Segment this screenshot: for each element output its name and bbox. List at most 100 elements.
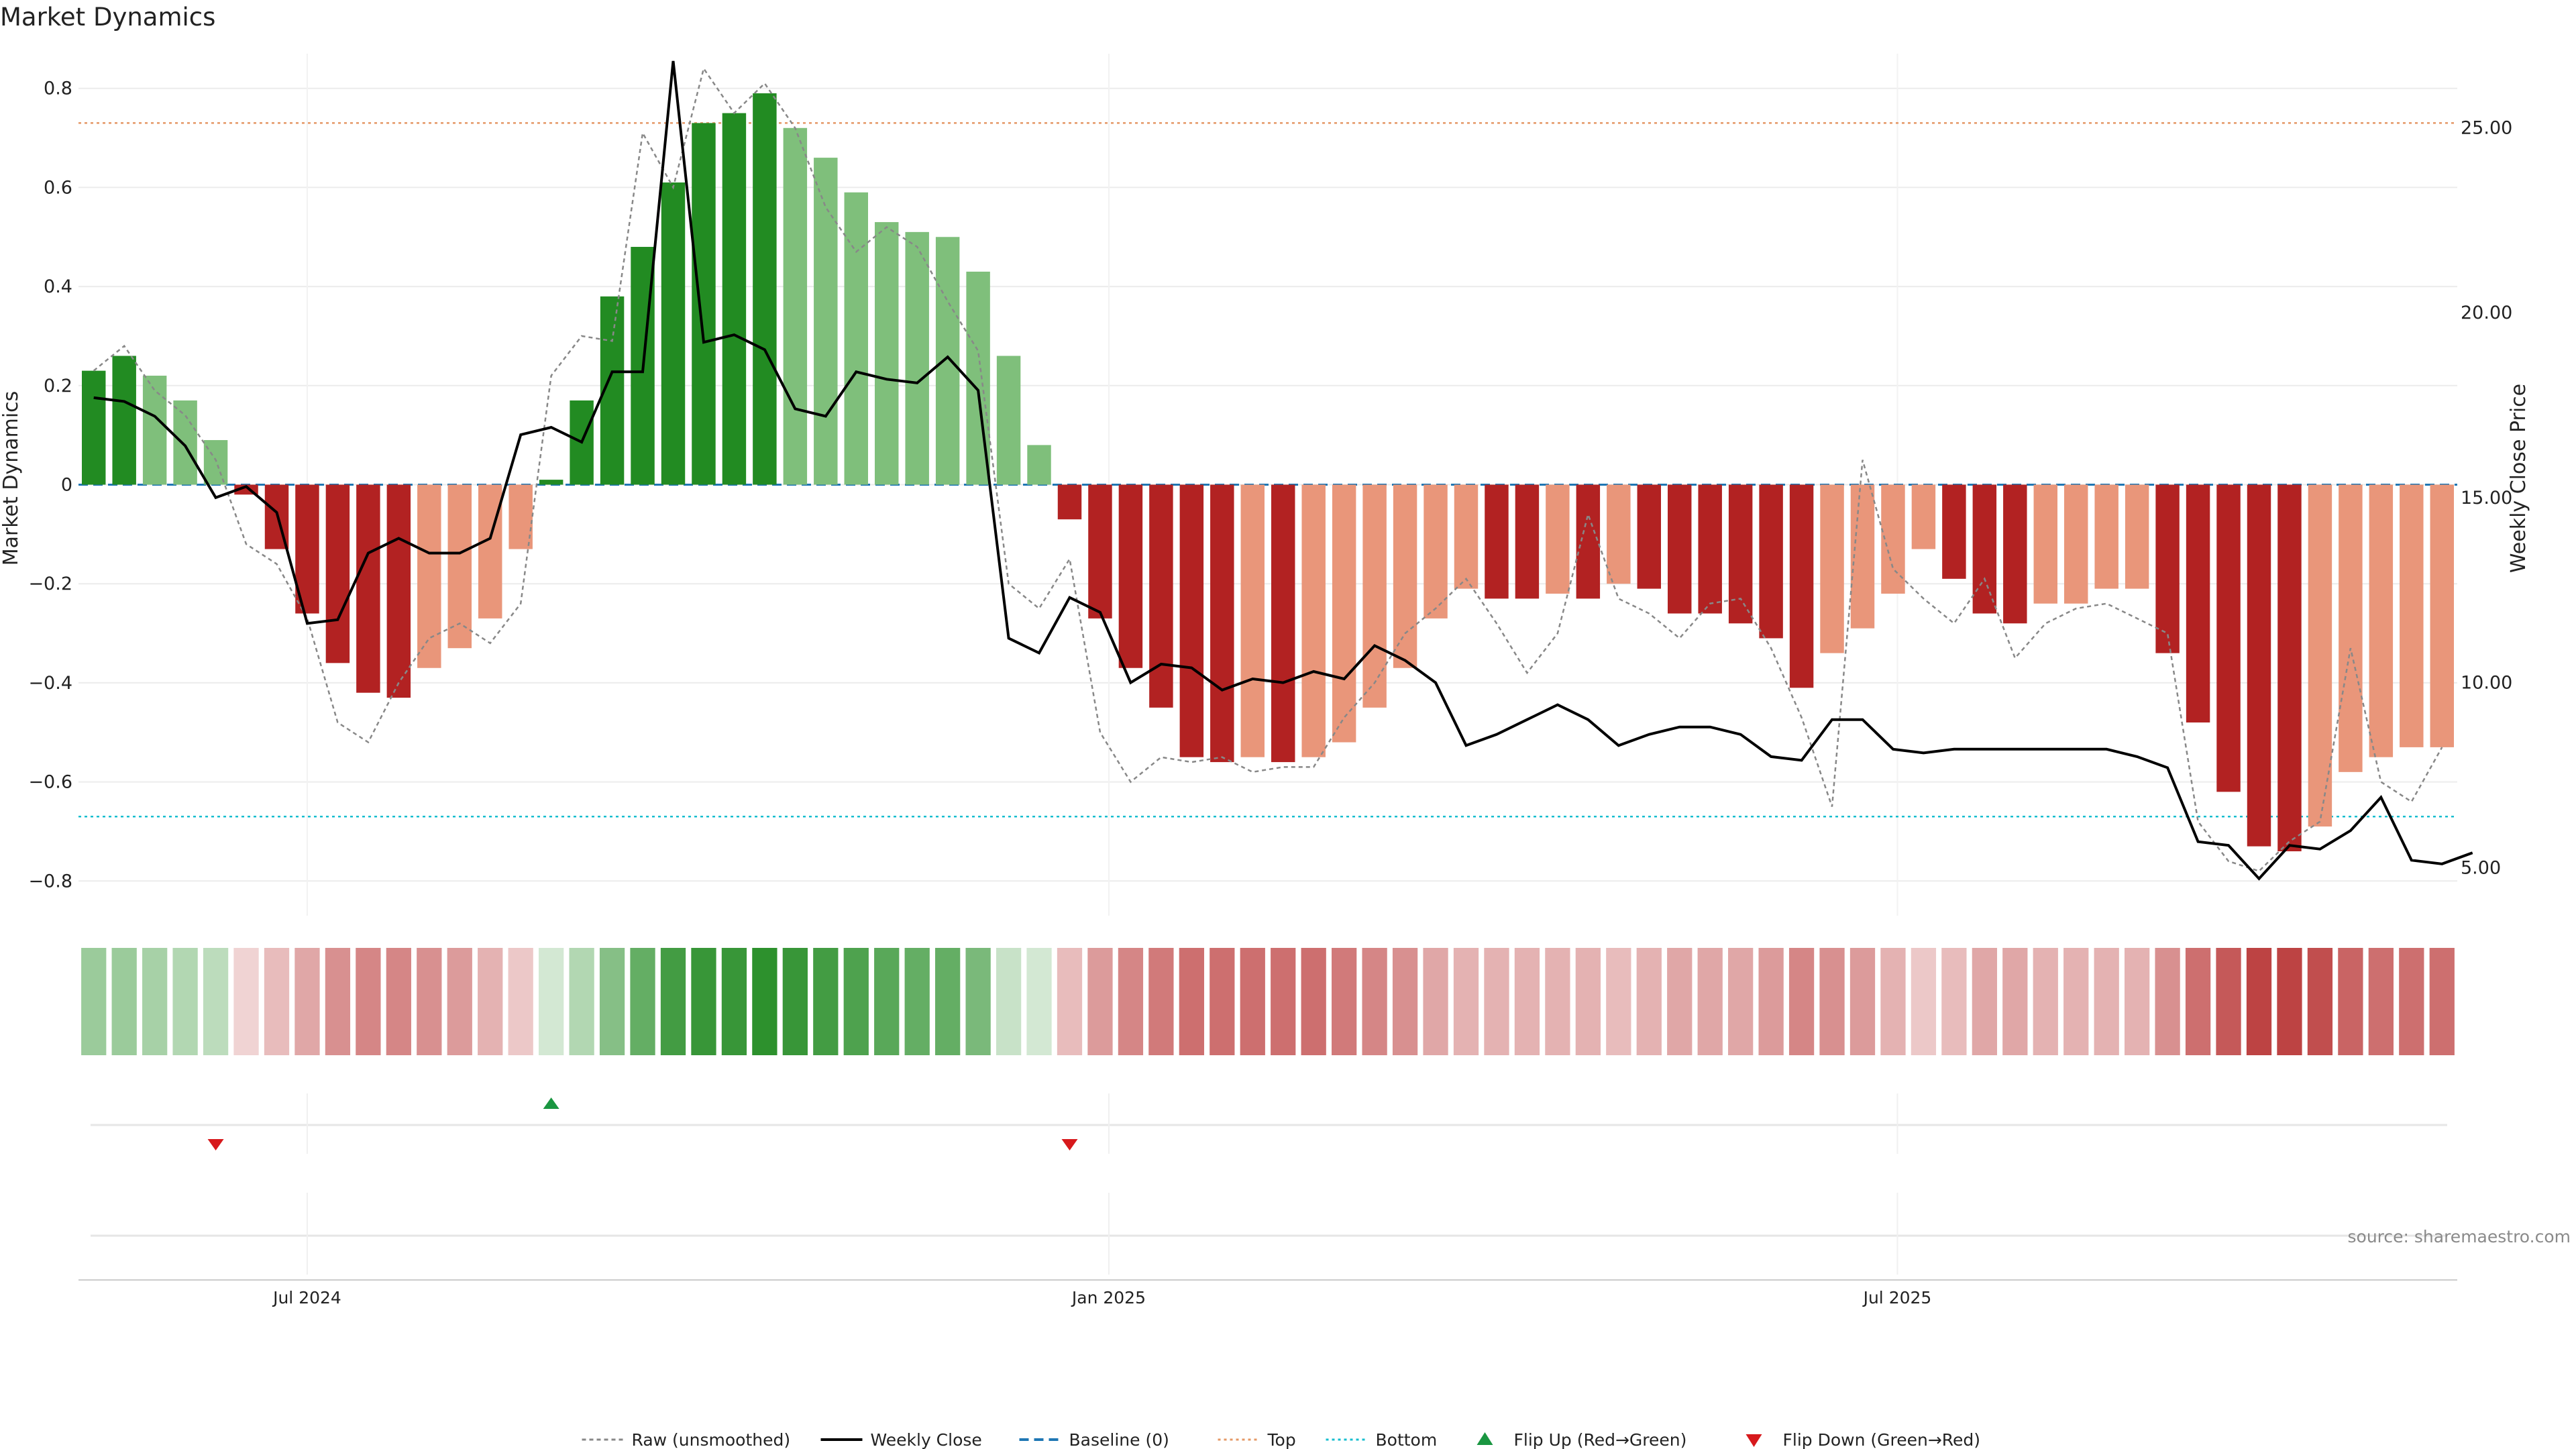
heat-cell [417,948,442,1055]
bar [2369,484,2394,757]
heat-cell [721,948,747,1055]
legend-swatch [1746,1434,1762,1447]
heat-cell [2429,948,2455,1055]
heat-cell [1697,948,1723,1055]
x-tick-label: Jan 2025 [1071,1288,1146,1307]
bar [996,356,1021,485]
heat-cell [2094,948,2119,1055]
y-tick-label: 0.2 [44,376,72,396]
heat-cell [539,948,564,1055]
chart-title: Market Dynamics [0,3,215,32]
heat-cell [1788,948,1815,1055]
bar [783,127,808,485]
heat-cell [1026,948,1052,1055]
bar [2155,484,2180,653]
heat-cell [874,948,900,1055]
heat-cell [1819,948,1845,1055]
empty-panel [91,1193,2447,1275]
heat-cell [2216,948,2241,1055]
heat-cell [2063,948,2089,1055]
bar [2277,484,2302,851]
bar [844,192,868,485]
bar [1118,484,1143,668]
y-tick-label: 0 [61,475,72,496]
y2-axis-label: Weekly Close Price [2507,384,2530,573]
bar [356,484,380,693]
legend-label: Weekly Close [871,1430,982,1449]
bar [1301,484,1326,757]
heat-cell [203,948,229,1055]
heat-cell [1453,948,1479,1055]
y-tick-label: −0.8 [28,871,72,892]
heat-strip [81,948,2455,1055]
x-axis: Jul 2024 Jan 2025 Jul 2025 [78,1279,2457,1307]
heat-cell [356,948,381,1055]
heat-cell [630,948,655,1055]
reference-lines [78,122,2457,818]
heat-cell [111,948,137,1055]
bar [1728,484,1753,624]
legend-item: Raw (unsmoothed) [582,1430,790,1449]
bar [539,480,564,485]
bar [2186,484,2210,722]
heat-cell [2338,948,2363,1055]
bar [905,231,929,485]
heat-cell [1972,948,1997,1055]
heat-cell [1240,948,1265,1055]
bar [1942,484,1966,579]
bar [1332,484,1356,743]
bar [1637,484,1661,589]
bar [1789,484,1814,688]
heat-cell [1332,948,1357,1055]
bar [2430,484,2454,747]
bar [814,158,838,485]
bar [2094,484,2118,589]
bar [1454,484,1479,589]
line-series [93,60,2473,881]
bar [508,484,533,549]
bar [142,376,167,485]
bar [692,123,716,485]
heat-cell [813,948,839,1055]
bar [2064,484,2088,604]
legend-item: Bottom [1326,1430,1438,1449]
bar [2125,484,2149,589]
heat-cell [2125,948,2150,1055]
weekly-close-line [93,60,2473,881]
bar [325,484,350,663]
bar [1911,484,1936,549]
bar [1179,484,1204,757]
y2-tick-label: 5.00 [2461,857,2501,878]
bar [2400,484,2424,747]
heat-cell [1545,948,1570,1055]
bar [2003,484,2027,624]
bar [173,400,197,485]
heat-cell [1667,948,1693,1055]
bar [1668,484,1692,614]
bar [1088,484,1112,619]
bar [935,237,960,485]
heat-cell [782,948,808,1055]
heat-cell [1179,948,1204,1055]
bar-series [82,93,2454,851]
bar [753,93,777,485]
bar [2247,484,2271,847]
bar [1546,484,1570,594]
heat-cell [1484,948,1509,1055]
bar [1759,484,1783,639]
legend-label: Top [1267,1430,1296,1449]
heat-cell [1941,948,1967,1055]
y-tick-label: −0.6 [28,772,72,793]
heat-cell [294,948,320,1055]
bar [1210,484,1234,763]
y2-tick-label: 10.00 [2461,673,2512,694]
y-axis-label: Market Dynamics [0,391,23,566]
bar [1271,484,1295,763]
bar [722,113,747,485]
source-note: source: sharemaestro.com [2348,1227,2571,1246]
legend: Raw (unsmoothed) Weekly Close Baseline (0)… [582,1430,1980,1449]
heat-cell [599,948,625,1055]
legend-label: Bottom [1376,1430,1438,1449]
y-tick-label: −0.4 [28,673,72,694]
bar [2216,484,2241,792]
